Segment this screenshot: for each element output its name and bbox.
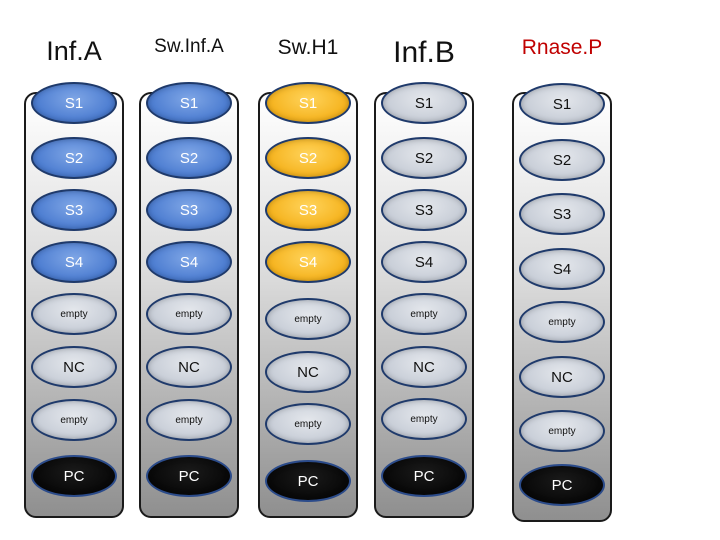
well-s3: S3: [381, 189, 467, 231]
well-s4: S4: [31, 241, 117, 283]
well-empty: empty: [31, 293, 117, 335]
well-s1: S1: [265, 82, 351, 124]
well-nc: NC: [146, 346, 232, 388]
column-1: Inf.A S1 S2 S3 S4 empty NC empty PC: [24, 0, 124, 540]
column-2: Sw.Inf.A S1 S2 S3 S4 empty NC empty PC: [139, 0, 239, 540]
well-empty: empty: [519, 301, 605, 343]
well-empty: empty: [265, 298, 351, 340]
well-empty: empty: [146, 293, 232, 335]
well-empty: empty: [31, 399, 117, 441]
well-pc: PC: [519, 464, 605, 506]
well-nc: NC: [519, 356, 605, 398]
well-s2: S2: [146, 137, 232, 179]
well-s4: S4: [265, 241, 351, 283]
well-s3: S3: [519, 193, 605, 235]
well-s2: S2: [31, 137, 117, 179]
column-header: Inf.B: [393, 36, 455, 69]
well-nc: NC: [31, 346, 117, 388]
well-s1: S1: [381, 82, 467, 124]
well-s2: S2: [381, 137, 467, 179]
well-pc: PC: [31, 455, 117, 497]
column-header: Rnase.P: [521, 36, 603, 59]
well-s3: S3: [265, 189, 351, 231]
well-empty: empty: [381, 293, 467, 335]
well-nc: NC: [265, 351, 351, 393]
column-5: Rnase.P S1 S2 S3 S4 empty NC empty PC: [512, 0, 612, 540]
well-s4: S4: [146, 241, 232, 283]
well-s3: S3: [31, 189, 117, 231]
well-s1: S1: [31, 82, 117, 124]
well-empty: empty: [146, 399, 232, 441]
well-empty: empty: [381, 398, 467, 440]
well-nc: NC: [381, 346, 467, 388]
well-pc: PC: [381, 455, 467, 497]
well-s3: S3: [146, 189, 232, 231]
column-4: Inf.B S1 S2 S3 S4 empty NC empty PC: [374, 0, 474, 540]
well-s4: S4: [519, 248, 605, 290]
column-header: Sw.H1: [277, 36, 339, 59]
column-header: Sw.Inf.A: [154, 36, 224, 57]
column-header: Inf.A: [46, 36, 102, 66]
well-s2: S2: [519, 139, 605, 181]
well-empty: empty: [265, 403, 351, 445]
well-empty: empty: [519, 410, 605, 452]
well-s1: S1: [146, 82, 232, 124]
well-s2: S2: [265, 137, 351, 179]
column-3: Sw.H1 S1 S2 S3 S4 empty NC empty PC: [258, 0, 358, 540]
well-s1: S1: [519, 83, 605, 125]
well-pc: PC: [265, 460, 351, 502]
well-pc: PC: [146, 455, 232, 497]
well-s4: S4: [381, 241, 467, 283]
